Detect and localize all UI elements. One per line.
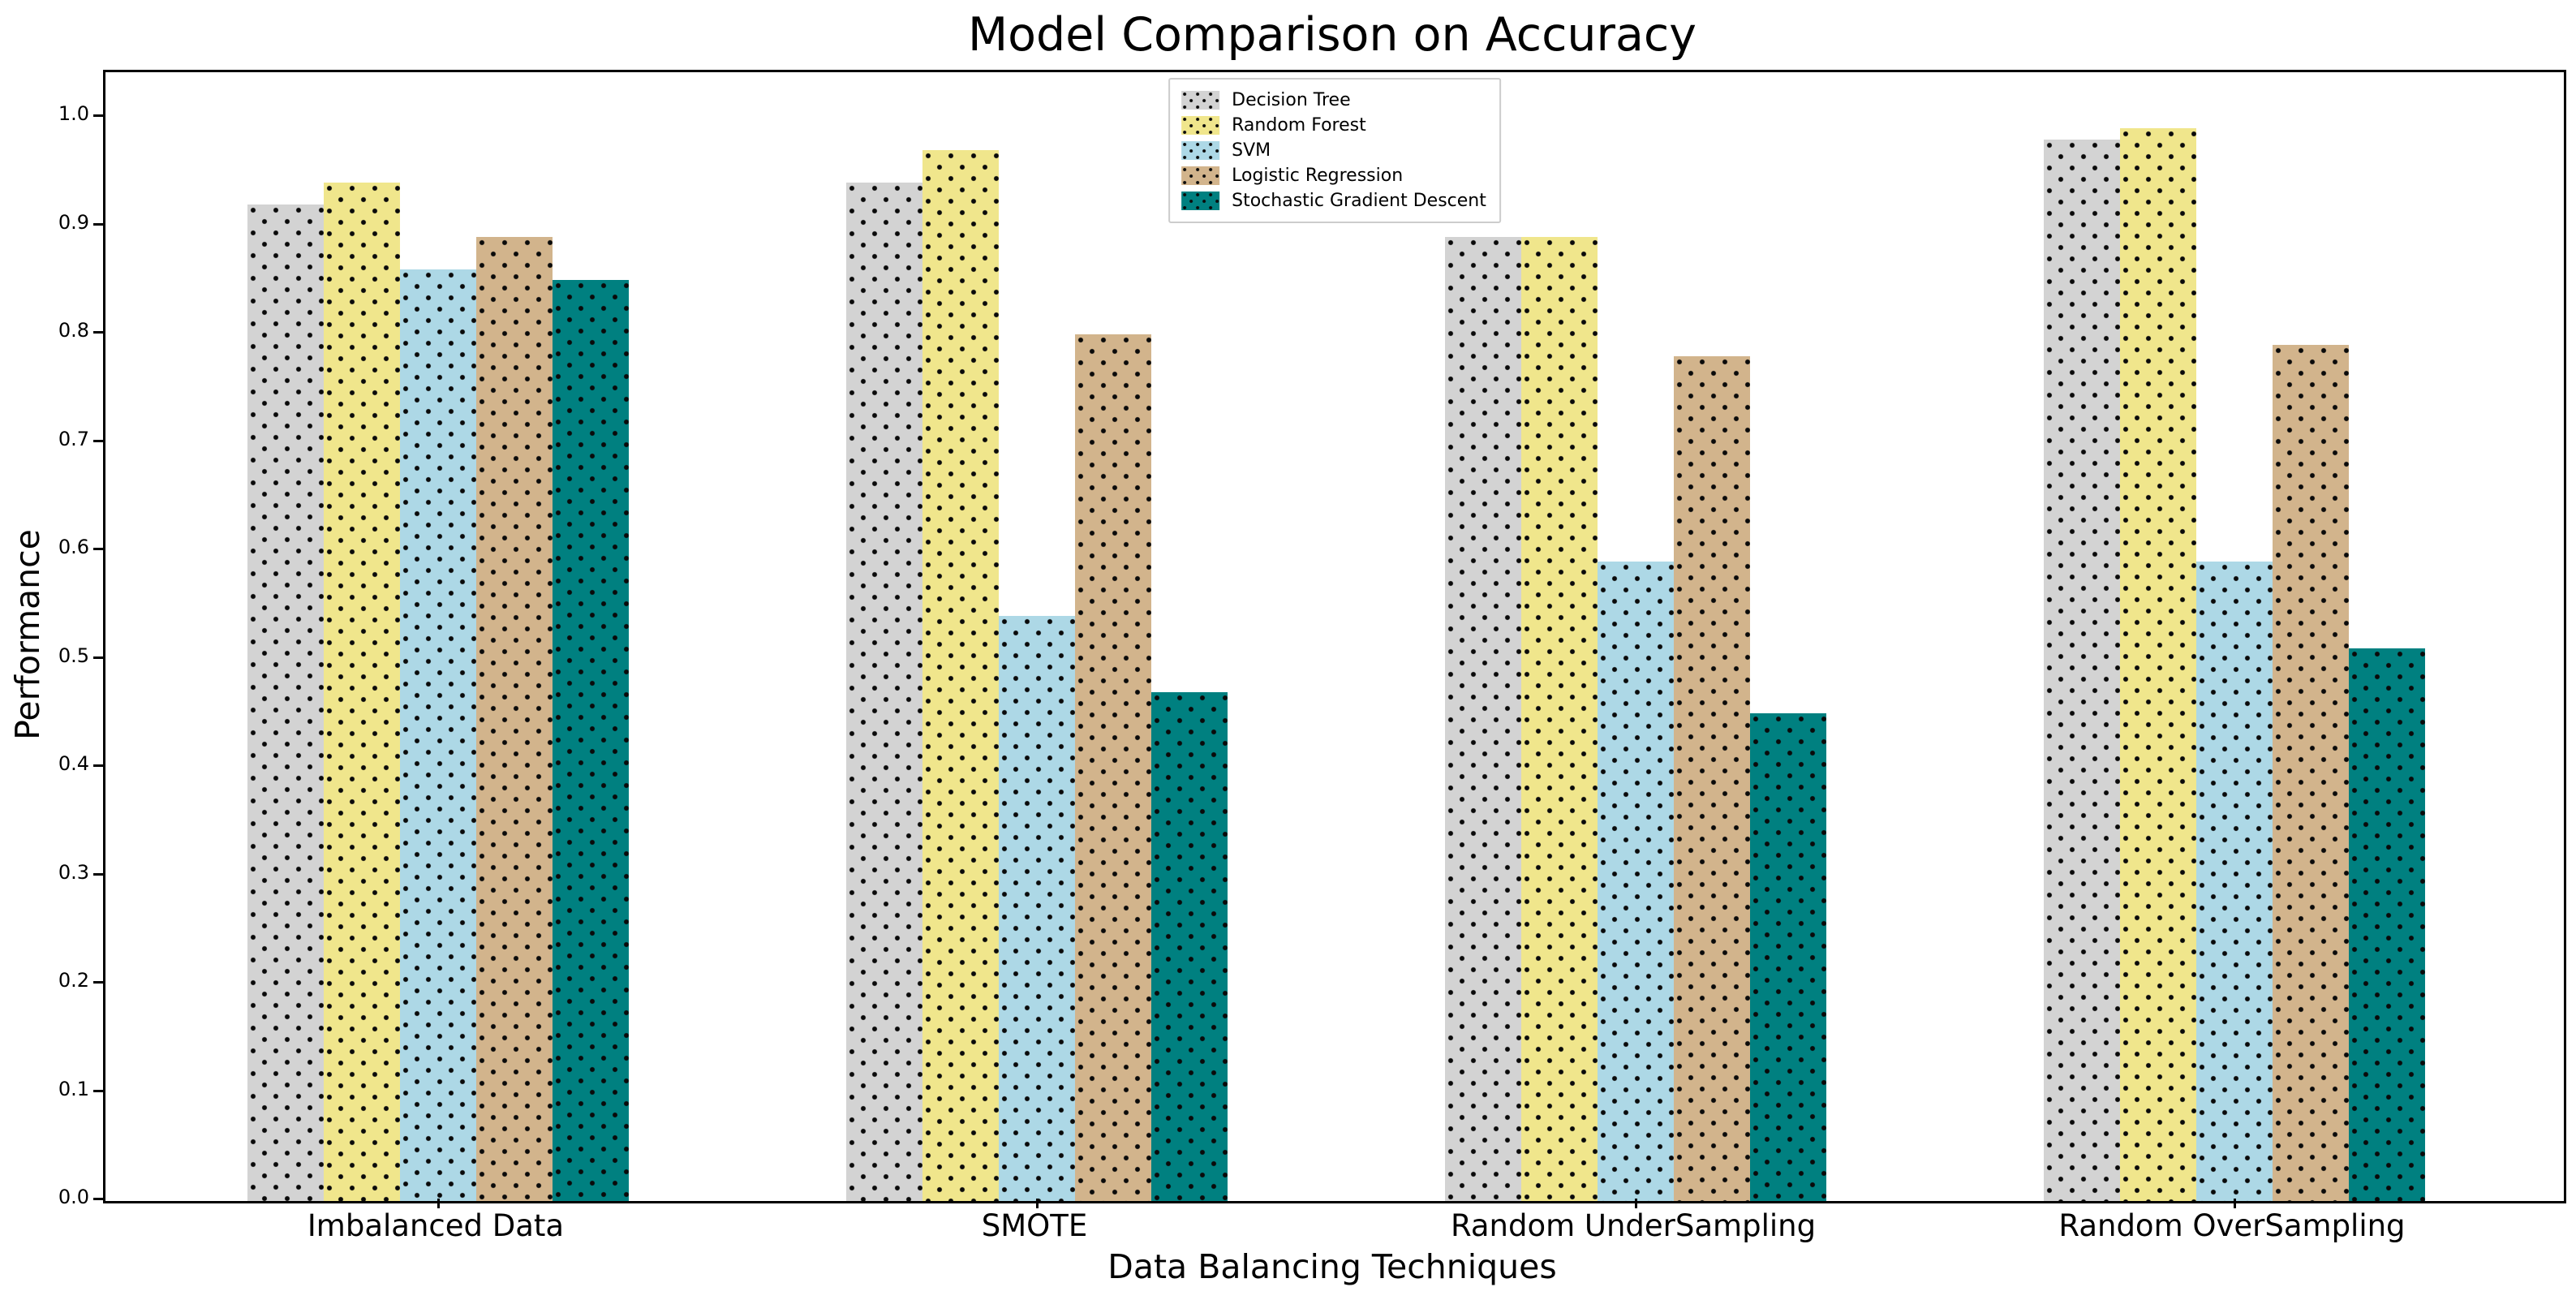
bar [400,269,476,1201]
legend-items: Decision Tree Random Forest SVM Logistic Re… [1181,88,1486,213]
y-axis-label: Performance [8,529,47,740]
y-tick-mark [93,114,103,117]
legend-label: Stochastic Gradient Descent [1232,191,1486,211]
y-tick-mark [93,331,103,334]
bar [2273,345,2349,1201]
bar [1750,713,1826,1201]
y-tick-mark [93,872,103,876]
bar [2196,562,2273,1201]
x-tick-mark [2234,1199,2236,1208]
bar [922,150,999,1201]
bar [1521,237,1598,1201]
bar [2120,128,2196,1201]
legend-label: SVM [1232,140,1271,161]
y-tick-label: 0.2 [58,969,89,992]
y-tick-mark [93,439,103,442]
y-tick-label: 0.1 [58,1077,89,1100]
legend-label: Logistic Regression [1232,166,1404,186]
bar [476,237,553,1201]
y-tick-label: 0.8 [58,319,89,342]
y-tick-mark [93,1089,103,1092]
y-tick-mark [93,1198,103,1200]
legend: Decision Tree Random Forest SVM Logistic Re… [1168,78,1501,223]
x-tick-mark [437,1199,440,1208]
legend-item: SVM [1181,138,1486,163]
x-tick-mark [1036,1199,1039,1208]
bar [1445,237,1521,1201]
x-tick-label: Random OverSampling [2058,1208,2406,1243]
bar [846,183,922,1201]
legend-item: Random Forest [1181,113,1486,138]
bar [1075,334,1151,1201]
bar [999,616,1075,1201]
x-axis-label: Data Balancing Techniques [1107,1247,1557,1286]
y-tick-label: 0.6 [58,536,89,558]
plot-area: Decision Tree Random Forest SVM Logistic Re… [93,70,2566,1208]
legend-item: Stochastic Gradient Descent [1181,188,1486,213]
bar [553,280,629,1201]
bar [2349,648,2425,1201]
bar [324,183,400,1201]
y-tick-label: 0.5 [58,644,89,667]
y-tick-label: 0.7 [58,427,89,450]
bar [1598,562,1674,1201]
y-tick-label: 0.0 [58,1186,89,1208]
legend-item: Logistic Regression [1181,163,1486,188]
y-tick-mark [93,548,103,550]
legend-swatch [1181,91,1220,110]
y-tick-mark [93,764,103,767]
y-tick-label: 1.0 [58,102,89,125]
y-tick-label: 0.9 [58,210,89,234]
legend-swatch [1181,141,1220,160]
bar [1674,356,1750,1201]
x-tick-mark [1635,1199,1637,1208]
x-tick-label: Imbalanced Data [307,1208,565,1243]
bar [2044,140,2120,1201]
bar [1151,692,1228,1201]
legend-swatch [1181,116,1220,135]
legend-swatch [1181,166,1220,185]
legend-label: Decision Tree [1232,90,1351,110]
chart-title: Model Comparison on Accuracy [967,8,1697,62]
y-tick-mark [93,222,103,226]
legend-swatch [1181,192,1220,210]
y-tick-mark [93,981,103,984]
y-tick-label: 0.4 [58,752,89,775]
x-tick-label: Random UnderSampling [1450,1208,1817,1243]
y-tick-label: 0.3 [58,860,89,884]
legend-item: Decision Tree [1181,88,1486,113]
legend-label: Random Forest [1232,115,1366,136]
bar [247,204,324,1201]
x-tick-label: SMOTE [981,1208,1088,1243]
y-tick-mark [93,656,103,659]
